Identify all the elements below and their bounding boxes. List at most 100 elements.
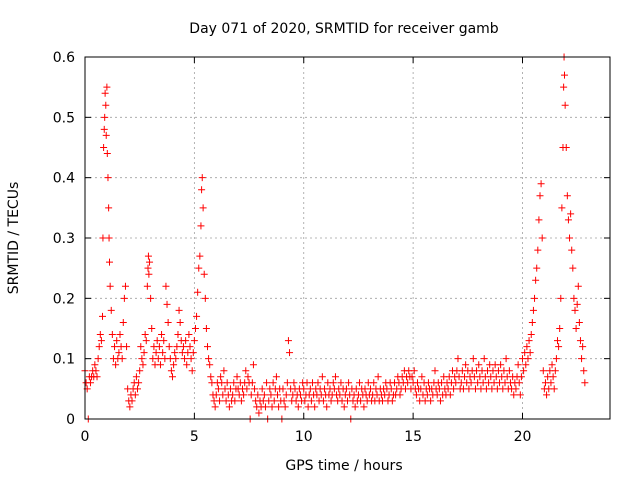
data-point xyxy=(251,385,259,393)
data-point xyxy=(199,204,207,212)
data-point xyxy=(223,379,231,387)
data-point xyxy=(283,379,291,387)
data-point xyxy=(255,409,263,417)
data-point xyxy=(357,397,365,405)
data-point xyxy=(145,270,153,278)
data-point xyxy=(574,282,582,290)
data-point xyxy=(202,325,210,332)
data-point xyxy=(568,246,576,254)
data-point xyxy=(311,403,319,411)
data-point xyxy=(231,397,239,405)
data-point xyxy=(140,349,148,357)
data-point xyxy=(396,391,404,399)
data-points xyxy=(81,53,589,423)
data-point xyxy=(119,318,127,326)
data-point xyxy=(108,331,116,339)
data-point xyxy=(526,349,534,357)
data-point xyxy=(467,379,475,387)
data-point xyxy=(514,361,522,369)
data-point xyxy=(351,403,359,411)
data-point xyxy=(327,397,335,405)
data-point xyxy=(465,385,473,393)
data-point xyxy=(135,379,143,387)
data-point xyxy=(190,337,198,345)
data-point xyxy=(139,361,147,369)
data-point xyxy=(576,337,584,345)
data-point xyxy=(175,306,183,314)
data-point xyxy=(93,373,101,381)
data-point xyxy=(164,318,172,326)
data-point xyxy=(314,379,322,387)
data-point xyxy=(550,385,558,393)
data-point xyxy=(554,337,561,345)
data-point xyxy=(538,234,546,242)
data-point xyxy=(543,391,551,399)
data-point xyxy=(516,391,524,399)
data-point xyxy=(370,379,378,387)
data-point xyxy=(198,174,206,182)
data-point xyxy=(197,222,205,230)
data-point xyxy=(183,361,191,369)
data-point xyxy=(560,83,568,91)
data-point xyxy=(182,337,190,345)
data-point xyxy=(142,337,150,345)
data-point xyxy=(304,403,312,411)
data-point xyxy=(427,397,435,405)
data-point xyxy=(280,397,288,405)
data-point xyxy=(229,391,237,399)
data-point xyxy=(274,391,281,399)
data-point xyxy=(551,367,559,375)
data-point xyxy=(131,391,139,399)
data-point xyxy=(200,270,208,278)
data-point xyxy=(356,379,364,387)
y-tick-label: 0.3 xyxy=(53,231,75,247)
data-point xyxy=(137,343,145,351)
data-point xyxy=(141,331,149,339)
data-point xyxy=(115,349,123,357)
data-point xyxy=(169,373,176,381)
axis-ticks: 0 5 10 15 20 0 0.1 0.2 0.3 0.4 0.5 0.6 xyxy=(53,50,610,445)
data-point xyxy=(123,343,131,351)
data-point xyxy=(103,83,111,91)
data-point xyxy=(95,343,103,351)
data-point xyxy=(113,337,121,345)
data-point xyxy=(517,373,525,381)
data-point xyxy=(502,355,510,363)
x-tick-label: 0 xyxy=(81,429,90,445)
data-point xyxy=(261,403,269,411)
data-point xyxy=(103,150,111,158)
data-point xyxy=(282,391,290,399)
data-point xyxy=(529,306,537,314)
data-point xyxy=(248,379,256,387)
data-point xyxy=(91,361,99,369)
data-point xyxy=(294,403,302,411)
data-point xyxy=(284,337,292,345)
data-point xyxy=(260,391,268,399)
data-point xyxy=(101,113,109,121)
data-point xyxy=(211,403,219,411)
data-point xyxy=(207,373,215,381)
data-point xyxy=(146,258,154,266)
data-point xyxy=(179,343,187,351)
data-point xyxy=(290,379,298,387)
data-point xyxy=(281,403,289,411)
data-point xyxy=(172,355,180,363)
data-point xyxy=(469,355,477,363)
data-point xyxy=(254,391,262,399)
data-point xyxy=(194,288,202,296)
data-point xyxy=(512,385,520,393)
data-point xyxy=(92,367,100,375)
data-point xyxy=(337,379,345,387)
data-point xyxy=(106,258,113,266)
data-point xyxy=(536,192,544,200)
data-point xyxy=(154,355,162,363)
data-point xyxy=(505,367,513,375)
y-tick-label: 0.5 xyxy=(53,110,75,126)
data-point xyxy=(173,343,181,351)
data-point xyxy=(189,349,197,357)
data-point xyxy=(106,282,114,290)
data-point xyxy=(573,300,581,308)
data-point xyxy=(217,373,225,381)
data-point xyxy=(410,367,418,375)
data-point xyxy=(408,373,416,381)
